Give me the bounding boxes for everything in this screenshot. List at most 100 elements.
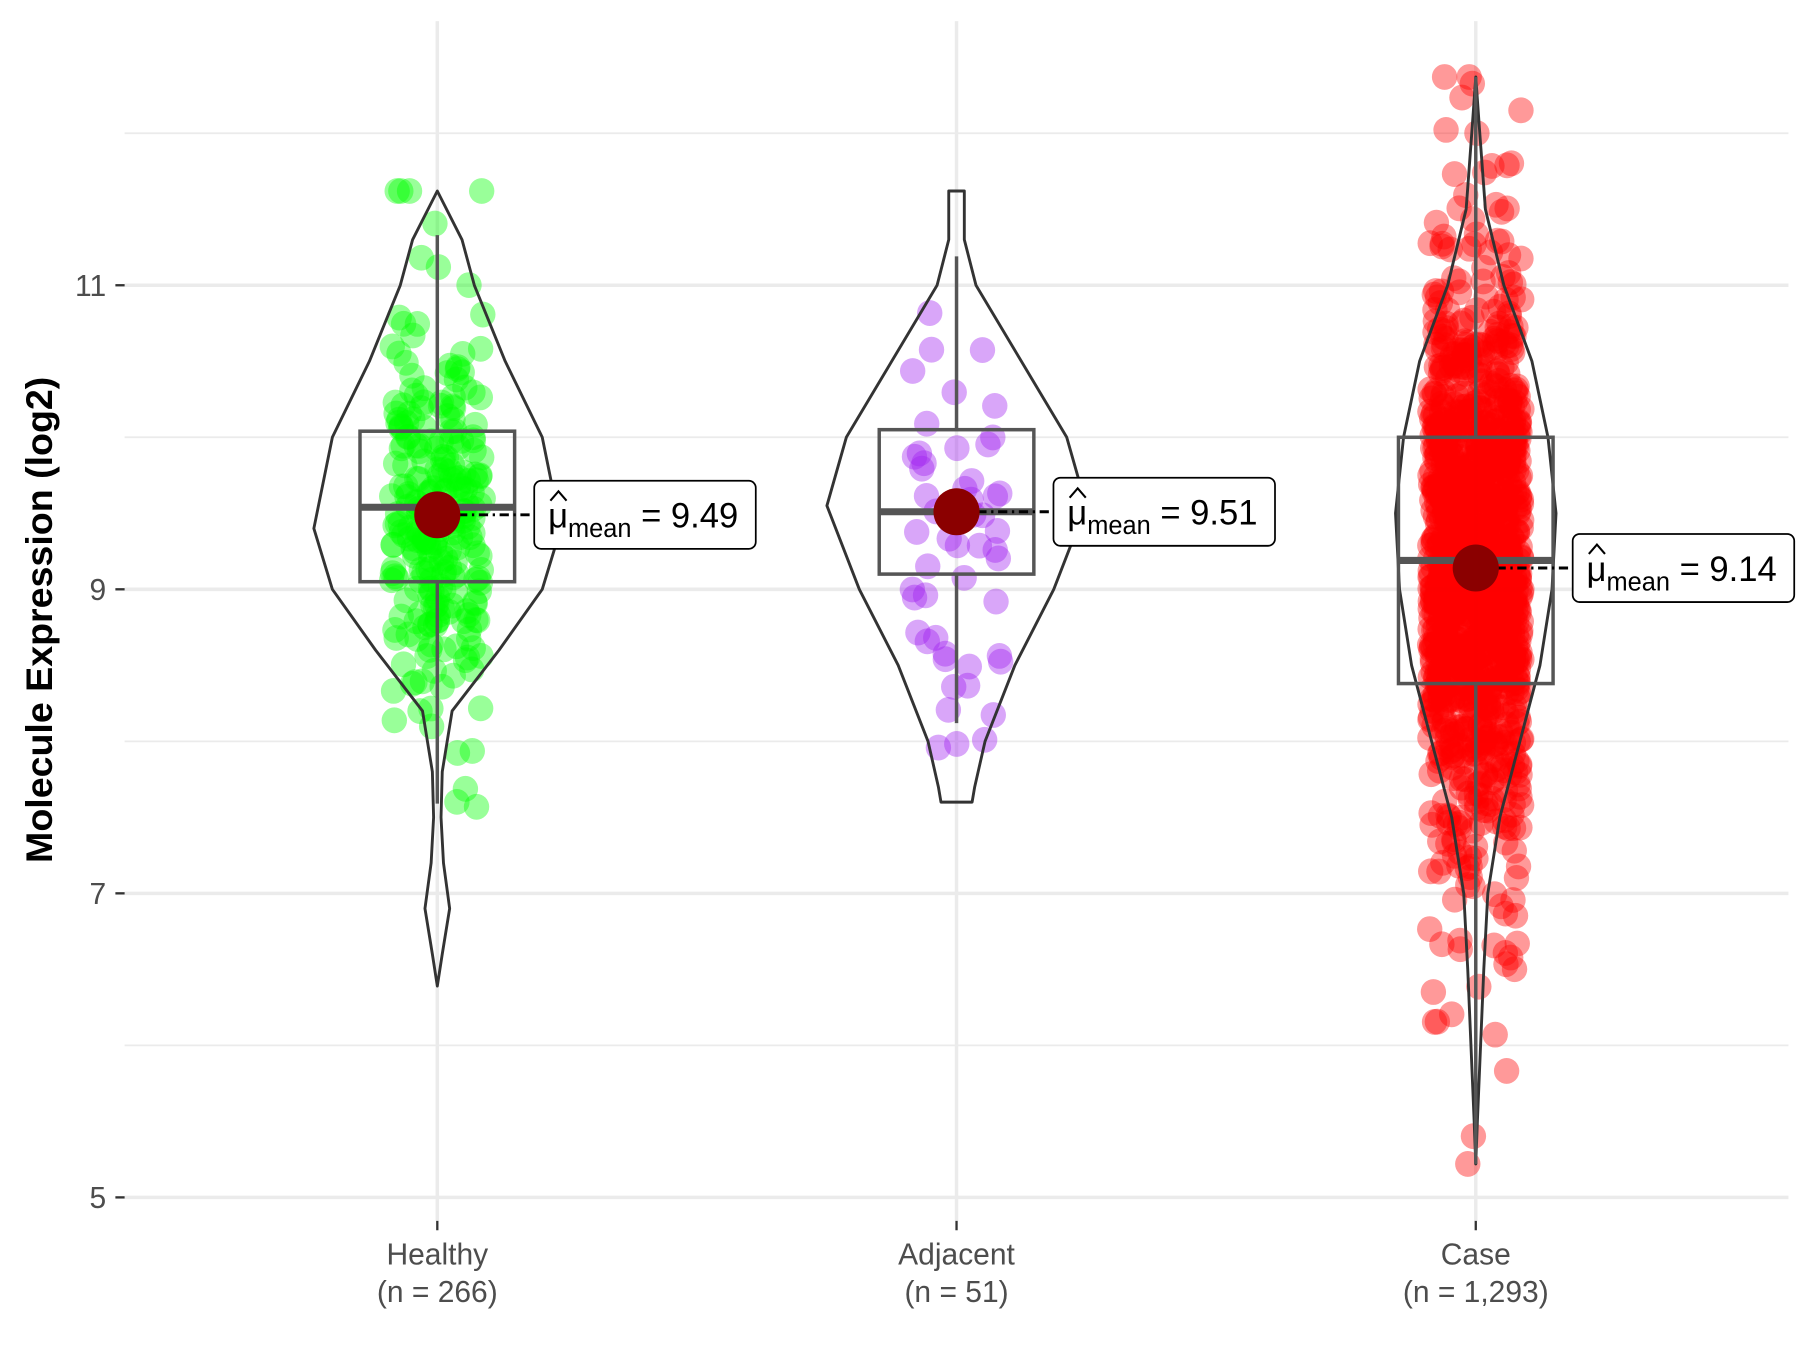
data-point: [1492, 494, 1518, 521]
data-point: [390, 432, 416, 459]
data-point: [432, 545, 459, 572]
data-point: [1496, 619, 1523, 646]
data-point: [1492, 666, 1519, 693]
data-point: [436, 598, 462, 625]
data-point: [427, 540, 454, 566]
data-point: [1496, 597, 1523, 623]
data-point: [1441, 842, 1468, 869]
data-point: [1426, 566, 1452, 593]
data-point: [1450, 521, 1476, 548]
data-point: [460, 427, 487, 454]
data-point: [1457, 660, 1483, 687]
data-point: [1468, 524, 1494, 551]
data-point: [388, 603, 414, 630]
data-point: [1494, 655, 1521, 682]
data-point: [1505, 494, 1532, 520]
data-point: [1497, 589, 1523, 616]
data-point: [1484, 385, 1510, 412]
data-point: [1447, 839, 1473, 866]
data-point: [1498, 590, 1524, 616]
data-point: [440, 662, 466, 689]
data-point: [1439, 341, 1466, 367]
data-point: [1434, 496, 1460, 523]
data-point: [1428, 390, 1455, 417]
data-point: [1432, 507, 1459, 534]
data-point: [1417, 471, 1444, 498]
data-point: [1501, 837, 1527, 864]
data-point: [1504, 633, 1530, 659]
data-point: [1438, 441, 1465, 468]
data-point: [1439, 412, 1466, 439]
data-point: [462, 590, 488, 617]
data-point: [1463, 591, 1489, 618]
data-point: [1485, 452, 1511, 479]
data-point: [987, 648, 1014, 675]
data-point: [899, 576, 926, 603]
data-point: [1494, 462, 1521, 489]
data-point: [1491, 376, 1518, 403]
data-point: [1442, 483, 1468, 510]
data-point: [1506, 409, 1533, 436]
data-point: [1483, 643, 1510, 670]
data-point: [1477, 518, 1504, 544]
data-point: [1443, 505, 1470, 532]
data-point: [1449, 380, 1475, 407]
data-point: [1435, 575, 1461, 602]
data-point: [1441, 265, 1467, 292]
data-point: [1498, 598, 1524, 625]
data-point: [1452, 496, 1478, 523]
data-point: [468, 556, 495, 583]
data-point: [1451, 347, 1478, 374]
data-point: [1431, 331, 1457, 358]
data-point: [1439, 586, 1465, 613]
group-case: μmean = 9.14: [1394, 64, 1796, 1177]
data-point: [380, 531, 406, 558]
data-point: [1503, 621, 1530, 648]
data-point: [1420, 574, 1446, 600]
data-point: [1486, 627, 1512, 654]
data-point: [1492, 940, 1519, 966]
data-point: [1491, 628, 1518, 655]
data-point: [1467, 475, 1494, 501]
data-point: [1447, 497, 1473, 524]
data-point: [1425, 482, 1451, 508]
data-point: [1430, 849, 1456, 876]
data-point: [1478, 451, 1505, 478]
data-point: [1473, 439, 1500, 466]
data-point: [1505, 685, 1531, 712]
data-point: [1498, 524, 1525, 551]
data-point: [1493, 566, 1519, 593]
data-point: [1451, 307, 1477, 334]
data-point: [1422, 412, 1448, 439]
data-point: [1428, 352, 1454, 379]
data-point: [1439, 744, 1465, 770]
data-point: [1428, 587, 1454, 614]
data-point: [1479, 471, 1505, 497]
data-point: [1450, 480, 1477, 507]
data-point: [404, 625, 430, 652]
data-point: [1485, 368, 1512, 394]
data-point: [1450, 462, 1477, 489]
data-point: [1420, 658, 1446, 685]
data-point: [1422, 464, 1449, 490]
data-point: [1436, 458, 1462, 484]
data-point: [459, 479, 485, 506]
data-point: [1432, 601, 1458, 628]
data-point: [1493, 1058, 1520, 1084]
data-point: [1460, 461, 1487, 488]
data-point: [1419, 574, 1445, 600]
data-point: [390, 651, 417, 678]
data-point: [1475, 680, 1501, 706]
data-point: [1463, 460, 1490, 487]
data-point: [1495, 242, 1522, 269]
data-point: [1473, 484, 1500, 511]
data-point: [932, 640, 958, 667]
data-point: [1501, 440, 1527, 467]
data-point: [1450, 600, 1477, 627]
data-point: [1504, 479, 1530, 506]
data-point: [1498, 336, 1525, 362]
data-point: [1447, 474, 1473, 501]
data-point: [379, 333, 405, 360]
data-point: [1472, 689, 1498, 716]
